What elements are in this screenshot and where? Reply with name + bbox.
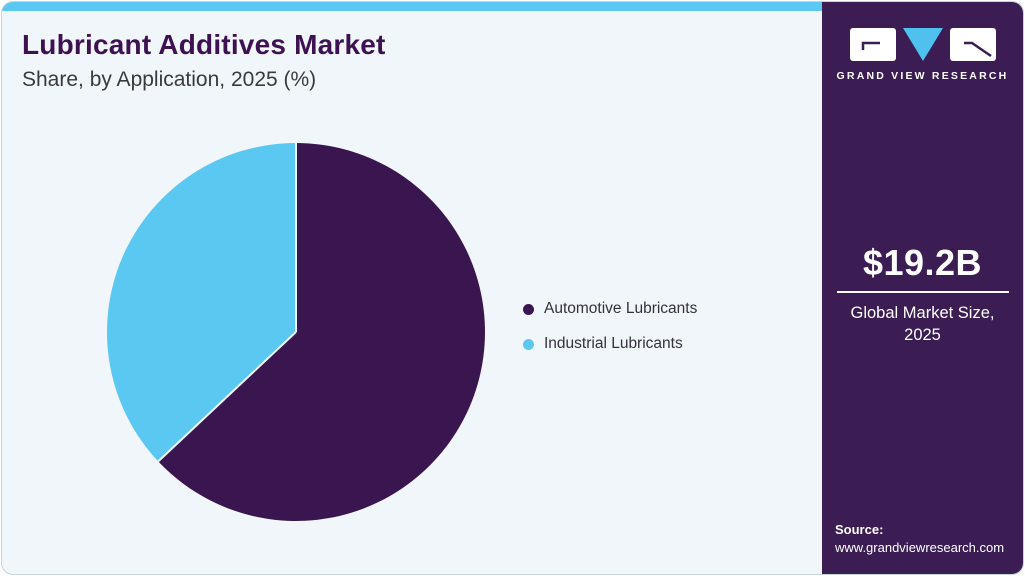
pie-slice-automotive-lubricants (158, 143, 485, 521)
legend-swatch (523, 338, 534, 350)
market-size-label-line1: Global Market Size, (850, 304, 995, 322)
page-subtitle: Share, by Application, 2025 (%) (22, 68, 317, 91)
legend-item: Automotive Lubricants (523, 299, 697, 319)
market-size-label: Global Market Size, 2025 (822, 302, 1023, 347)
logo-g-box-icon (849, 28, 896, 61)
legend: Automotive Lubricants Industrial Lubrican… (523, 299, 697, 369)
sidebar: GRAND VIEW RESEARCH $19.2B Global Market… (822, 2, 1023, 574)
source-url: www.grandviewresearch.com (835, 540, 1005, 555)
market-size-label-line2: 2025 (904, 326, 941, 345)
logo-r-box-icon (949, 28, 996, 61)
chart-header: Lubricant Additives Market Share, by App… (22, 29, 386, 92)
source-block: Source: www.grandviewresearch.com (835, 522, 1004, 555)
logo-v-triangle-icon (902, 28, 943, 61)
source-label: Source: (835, 522, 884, 537)
legend-label: Automotive Lubricants (544, 300, 698, 317)
pie-slice-separator (157, 331, 297, 463)
gvr-logo: GRAND VIEW RESEARCH (822, 28, 1023, 82)
gvr-logo-mark (822, 28, 1023, 61)
pie-slice-industrial-lubricants (106, 143, 296, 462)
pie-chart (106, 142, 486, 522)
stat-divider (836, 291, 1009, 293)
pie-chart-svg (106, 143, 485, 521)
top-accent-bar (2, 2, 825, 11)
brand-name: GRAND VIEW RESEARCH (836, 70, 1009, 82)
legend-label: Industrial Lubricants (544, 335, 683, 352)
legend-item: Industrial Lubricants (523, 334, 697, 354)
legend-swatch (523, 303, 534, 315)
market-size-stat: $19.2B Global Market Size, 2025 (822, 242, 1023, 347)
market-size-value: $19.2B (862, 242, 983, 283)
page-title: Lubricant Additives Market (22, 29, 386, 60)
